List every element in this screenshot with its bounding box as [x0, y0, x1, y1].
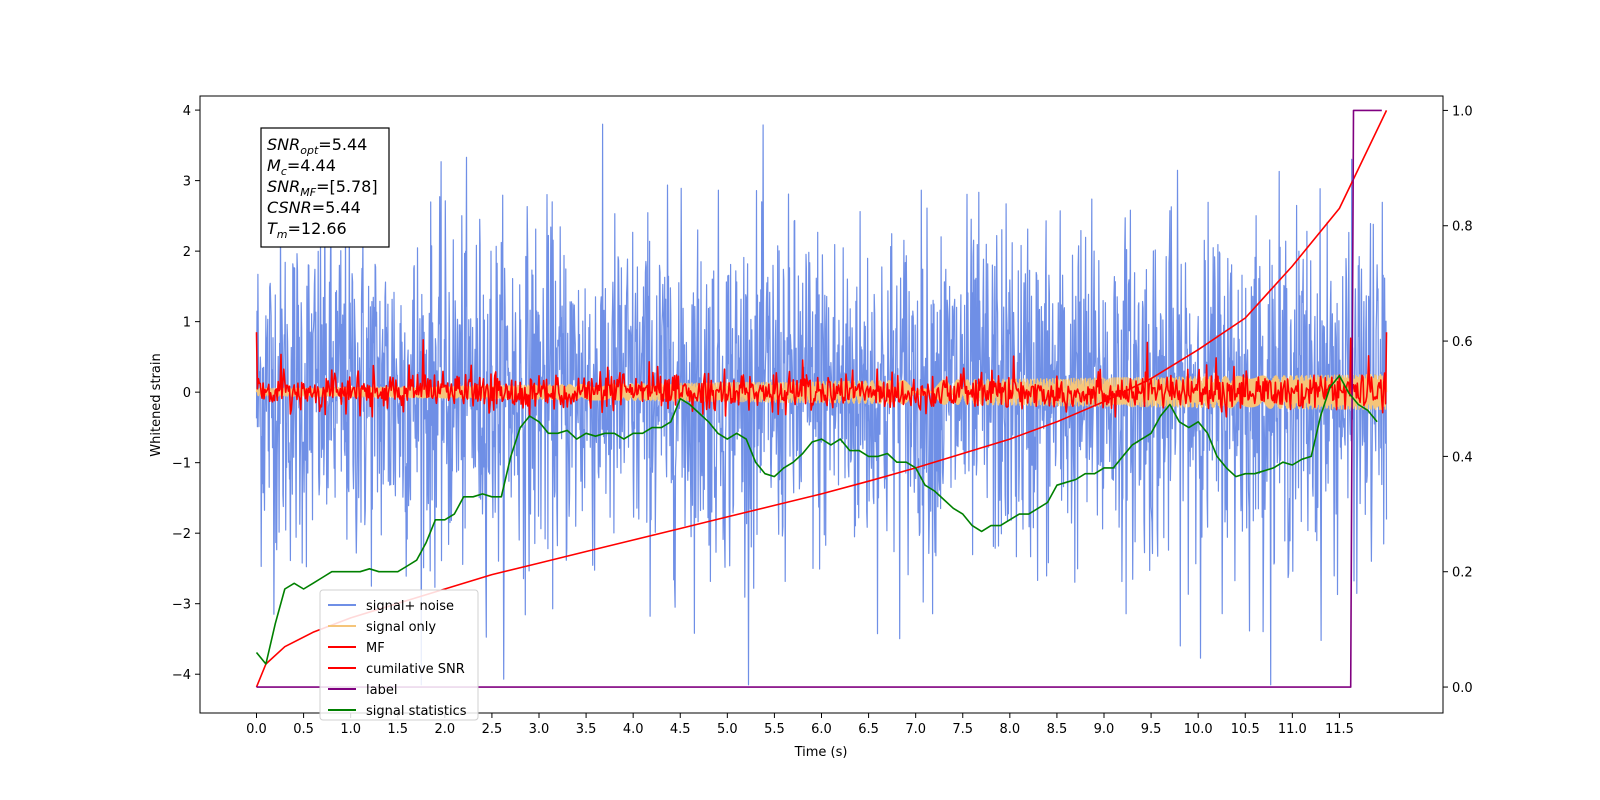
x-tick-label: 0.5 [293, 722, 314, 737]
annotation-frame [260, 127, 390, 248]
y2-tick-label: 0.2 [1452, 566, 1473, 581]
x-tick-label: 1.0 [340, 722, 361, 737]
y2-tick-label: 1.0 [1452, 104, 1473, 119]
y-tick-label: −4 [172, 668, 191, 683]
series-line-4 [256, 109, 1382, 688]
x-tick-label: 0.0 [246, 722, 267, 737]
y2-axis-ticks: 1.0 0.8 0.6 0.4 0.2 0.0 [1443, 104, 1473, 696]
annotation-line: Mc=4.44 [267, 156, 336, 178]
y-tick-label: 4 [183, 104, 191, 119]
x-axis-label: Time (s) [794, 745, 848, 760]
x-tick-label: 4.0 [623, 722, 644, 737]
x-tick-label: 10.0 [1184, 722, 1213, 737]
x-tick-label: 4.5 [670, 722, 691, 737]
x-tick-label: 6.5 [858, 722, 879, 737]
legend-entry: signal statistics [366, 704, 467, 719]
x-tick-label: 6.0 [811, 722, 832, 737]
y-tick-label: 3 [183, 175, 191, 190]
x-tick-label: 11.0 [1278, 722, 1307, 737]
x-tick-label: 2.5 [482, 722, 503, 737]
series-line-5 [255, 374, 1378, 665]
y2-tick-label: 0.8 [1452, 220, 1473, 235]
y2-tick-label: 0.0 [1452, 681, 1473, 696]
x-tick-label: 9.5 [1141, 722, 1162, 737]
annotation-line: Tm=12.66 [267, 219, 347, 241]
x-tick-label: 7.5 [952, 722, 973, 737]
x-tick-label: 1.5 [387, 722, 408, 737]
x-axis-ticks: 0.0 0.5 1.0 1.5 2.0 2.5 3.0 3.5 4.0 4.5 5.0 5.5 6.0 6… [246, 713, 1354, 737]
series-line-2 [255, 332, 1388, 418]
legend-entry: MF [366, 641, 385, 656]
y-tick-label: −1 [172, 457, 191, 472]
x-tick-label: 3.5 [576, 722, 597, 737]
annotation-line: CSNR=5.44 [267, 198, 361, 217]
y-tick-label: 1 [183, 316, 191, 331]
x-tick-label: 10.5 [1231, 722, 1260, 737]
y-axis-ticks: 4 3 2 1 0 −1 −2 −3 −4 [172, 104, 200, 683]
y-tick-label: −2 [172, 527, 191, 542]
x-tick-label: 5.5 [764, 722, 785, 737]
y2-tick-label: 0.4 [1452, 450, 1473, 465]
x-tick-label: 5.0 [717, 722, 738, 737]
legend-entry: label [366, 683, 397, 698]
annotation-line: SNRopt=5.44 [267, 135, 367, 157]
x-tick-label: 8.5 [1047, 722, 1068, 737]
x-tick-label: 7.0 [905, 722, 926, 737]
x-tick-label: 8.0 [999, 722, 1020, 737]
y-tick-label: 0 [183, 386, 191, 401]
x-tick-label: 3.0 [529, 722, 550, 737]
x-tick-label: 11.5 [1325, 722, 1354, 737]
x-tick-label: 9.0 [1094, 722, 1115, 737]
y-axis-label: Whitened strain [149, 353, 164, 456]
y-tick-label: −3 [172, 598, 191, 613]
y2-tick-label: 0.6 [1452, 335, 1473, 350]
legend: signal+ noise signal only MF cumilative SNR… [319, 589, 479, 721]
legend-entry: cumilative SNR [366, 662, 465, 677]
legend-entry: signal+ noise [366, 599, 454, 614]
y-tick-label: 2 [183, 245, 191, 260]
x-tick-label: 2.0 [434, 722, 455, 737]
legend-entry: signal only [366, 620, 436, 635]
legend-frame [319, 589, 479, 721]
annotation-line: SNRMF=[5.78] [267, 177, 378, 199]
